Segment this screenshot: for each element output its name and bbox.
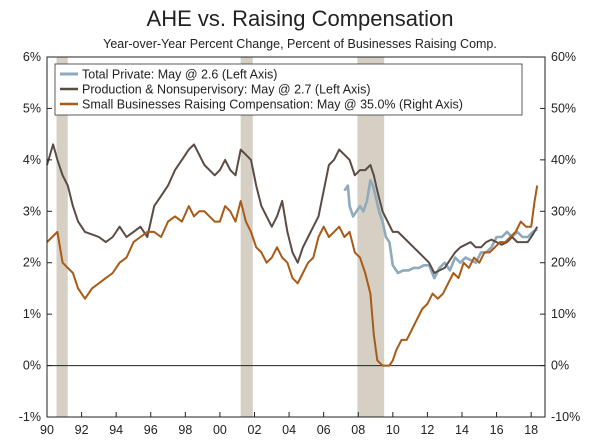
recession-band-1 [240,57,253,417]
right-tick-label: 10% [551,307,576,321]
right-tick-label: 0% [551,359,569,373]
x-tick-label: 14 [455,423,469,437]
x-tick-label: 06 [317,423,331,437]
right-tick-label: 20% [551,256,576,270]
axis-ticks: -1% 0% 1% 2% 3% 4% 5% 6% -10% 0% 10% 20% 30% 40% 50% 60… [19,50,580,437]
chart-title: AHE vs. Raising Compensation [146,6,454,31]
x-tick-label: 10 [386,423,400,437]
right-tick-label: 30% [551,204,576,218]
right-tick-label: 50% [551,101,576,115]
left-tick-label: 6% [23,50,41,64]
series-line-2 [46,185,539,367]
legend-label-2: Small Businesses Raising Compensation: M… [82,98,463,112]
x-tick-label: 98 [178,423,192,437]
x-tick-label: 00 [213,423,227,437]
legend-label-1: Production & Nonsupervisory: May @ 2.7 (… [82,83,371,97]
x-tick-label: 96 [144,423,158,437]
left-tick-label: 0% [23,359,41,373]
recession-band-0 [56,57,68,417]
right-tick-label: -10% [551,410,580,424]
left-tick-label: 1% [23,307,41,321]
x-tick-label: 08 [351,423,365,437]
recession-band-2 [357,57,385,417]
x-tick-label: 90 [40,423,54,437]
series-line-1 [46,143,539,274]
left-tick-label: 3% [23,204,41,218]
left-tick-label: 2% [23,256,41,270]
right-tick-label: 60% [551,50,576,64]
legend: Total Private: May @ 2.6 (Left Axis)Prod… [54,63,523,116]
chart-subtitle: Year-over-Year Percent Change, Percent o… [103,37,497,51]
left-tick-label: 4% [23,153,41,167]
recession-bands [56,57,385,417]
plot-frame [46,56,546,418]
x-tick-label: 94 [109,423,123,437]
legend-box [54,63,523,116]
left-tick-label: 5% [23,101,41,115]
right-tick-label: 40% [551,153,576,167]
x-tick-label: 12 [420,423,434,437]
x-tick-label: 18 [524,423,538,437]
left-tick-label: -1% [19,410,41,424]
x-tick-label: 04 [282,423,296,437]
x-tick-label: 16 [490,423,504,437]
x-tick-label: 02 [248,423,262,437]
plot-border [46,56,546,418]
x-tick-label: 92 [75,423,89,437]
series-lines [46,143,539,367]
legend-label-0: Total Private: May @ 2.6 (Left Axis) [82,68,277,82]
series-line-0 [343,179,538,280]
